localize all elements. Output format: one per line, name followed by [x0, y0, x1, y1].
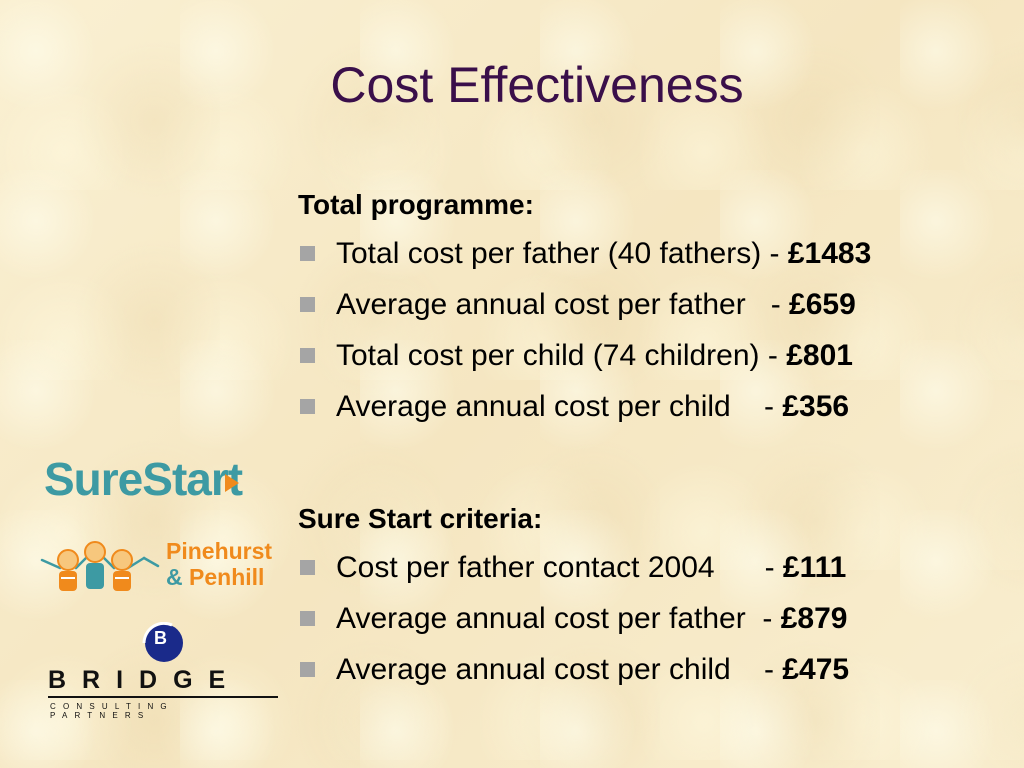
- section-sure-start-criteria: Sure Start criteria: Cost per father con…: [298, 496, 1018, 695]
- list-item: Average annual cost per child - £356: [298, 381, 1018, 432]
- section-spacer: [298, 432, 1018, 496]
- pinehurst-word: Pinehurst: [166, 538, 273, 564]
- item-text: Average annual cost per child -: [336, 653, 783, 686]
- item-text: Average annual cost per father -: [336, 602, 781, 635]
- item-value: £801: [786, 339, 853, 372]
- item-value: £1483: [787, 237, 872, 270]
- square-bullet-icon: [300, 297, 315, 312]
- square-bullet-icon: [300, 246, 315, 261]
- slide-title: Cost Effectiveness: [330, 57, 744, 113]
- bridge-subtitle: CONSULTING PARTNERS: [50, 702, 174, 720]
- square-bullet-icon: [300, 611, 315, 626]
- item-text: Average annual cost per child -: [336, 390, 783, 423]
- square-bullet-icon: [300, 399, 315, 414]
- penhill-word: Penhill: [189, 564, 265, 590]
- item-value: £356: [782, 390, 850, 423]
- item-value: £475: [782, 653, 850, 686]
- item-text: Cost per father contact 2004 -: [336, 551, 783, 584]
- square-bullet-icon: [300, 662, 315, 677]
- children-figures-icon: [40, 541, 160, 591]
- item-text: Total cost per child (74 children) -: [336, 339, 787, 372]
- bridge-wordmark: BRIDGE: [48, 666, 278, 698]
- bridge-b-mark-icon: B: [142, 622, 183, 662]
- item-value: £879: [780, 602, 848, 635]
- pinehurst-penhill-logo: Pinehurst & Penhill: [40, 538, 290, 594]
- penhill-line: & Penhill: [166, 564, 272, 590]
- section-heading: Total programme:: [298, 189, 534, 220]
- ampersand: &: [166, 564, 183, 590]
- item-value: £111: [782, 551, 847, 584]
- item-text: Total cost per father (40 fathers) -: [336, 237, 788, 270]
- list-item: Cost per father contact 2004 - £111: [298, 542, 1018, 593]
- item-value: £659: [789, 288, 856, 321]
- list-item: Average annual cost per child - £475: [298, 644, 1018, 695]
- bullet-list: Total cost per father (40 fathers) - £14…: [298, 228, 1018, 432]
- list-item: Total cost per child (74 children) - £80…: [298, 330, 1018, 381]
- surestart-logo: SureStart: [44, 452, 243, 506]
- slide-content: Total programme: Total cost per father (…: [298, 182, 1018, 695]
- bridge-logo: B BRIDGE CONSULTING PARTNERS: [48, 622, 280, 720]
- bridge-mark-letter: B: [154, 628, 167, 648]
- list-item: Total cost per father (40 fathers) - £14…: [298, 228, 1018, 279]
- item-text: Average annual cost per father -: [336, 288, 790, 321]
- square-bullet-icon: [300, 560, 315, 575]
- surestart-logo-text: SureStart: [44, 453, 243, 505]
- section-heading: Sure Start criteria:: [298, 503, 543, 534]
- play-triangle-icon: [225, 474, 239, 492]
- pinehurst-penhill-wordmark: Pinehurst & Penhill: [166, 538, 272, 590]
- section-total-programme: Total programme: Total cost per father (…: [298, 182, 1018, 432]
- list-item: Average annual cost per father - £659: [298, 279, 1018, 330]
- list-item: Average annual cost per father - £879: [298, 593, 1018, 644]
- square-bullet-icon: [300, 348, 315, 363]
- bullet-list: Cost per father contact 2004 - £111 Aver…: [298, 542, 1018, 695]
